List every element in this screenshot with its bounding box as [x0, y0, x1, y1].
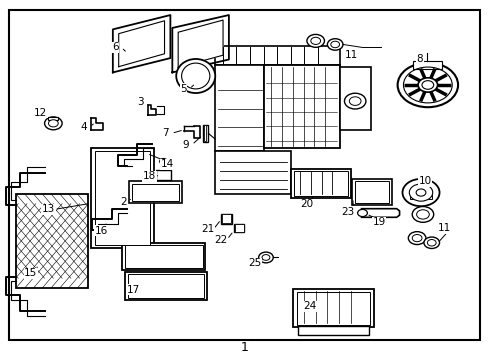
Text: 6: 6 [112, 42, 119, 52]
Ellipse shape [176, 59, 215, 93]
Text: 18: 18 [142, 171, 156, 181]
Text: 19: 19 [372, 217, 385, 227]
Text: 23: 23 [341, 207, 354, 217]
Bar [128, 274, 203, 298]
Bar [124, 245, 202, 267]
Bar [234, 225, 243, 231]
Text: 13: 13 [42, 204, 55, 215]
Bar [16, 194, 88, 288]
Circle shape [327, 39, 342, 50]
Text: 16: 16 [95, 226, 108, 236]
Bar [203, 126, 206, 141]
Circle shape [411, 207, 433, 222]
Text: 5: 5 [180, 84, 186, 94]
Bar [48, 117, 58, 120]
Circle shape [306, 35, 324, 47]
Bar [351, 179, 391, 205]
Bar [221, 214, 231, 224]
Text: 21: 21 [201, 225, 214, 234]
Circle shape [330, 41, 339, 48]
Text: 3: 3 [137, 97, 143, 107]
Bar [132, 184, 179, 201]
Bar [215, 151, 290, 194]
Text: 2: 2 [120, 197, 126, 207]
Polygon shape [119, 21, 164, 67]
Bar [202, 125, 208, 142]
Circle shape [411, 234, 421, 242]
Circle shape [417, 78, 437, 92]
Text: 11: 11 [437, 223, 450, 233]
Bar [129, 181, 182, 203]
Circle shape [402, 179, 439, 206]
Text: 22: 22 [214, 234, 227, 244]
Bar [215, 45, 339, 65]
Ellipse shape [181, 63, 209, 89]
Circle shape [408, 184, 432, 201]
Text: 8: 8 [416, 54, 423, 64]
Text: 10: 10 [418, 176, 430, 186]
Bar [91, 148, 154, 248]
Circle shape [344, 93, 365, 109]
Text: 12: 12 [34, 108, 47, 118]
Bar [125, 272, 206, 300]
Circle shape [258, 252, 273, 263]
Bar [122, 243, 205, 270]
Text: 20: 20 [299, 199, 312, 210]
Circle shape [427, 239, 435, 246]
Bar [215, 65, 264, 151]
Bar [264, 65, 339, 148]
Text: 14: 14 [161, 159, 174, 169]
Bar [156, 170, 171, 180]
Circle shape [159, 158, 167, 164]
Bar [298, 326, 368, 335]
Text: 9: 9 [183, 140, 189, 150]
Circle shape [421, 81, 433, 89]
Bar [297, 292, 369, 324]
Bar [293, 289, 373, 327]
Bar [291, 169, 350, 198]
Circle shape [416, 210, 428, 219]
Bar [412, 61, 441, 69]
Text: 7: 7 [162, 129, 168, 138]
Circle shape [310, 37, 320, 44]
Text: 1: 1 [240, 341, 248, 354]
Bar [354, 181, 388, 203]
Circle shape [262, 255, 269, 260]
Circle shape [415, 189, 425, 196]
Text: 4: 4 [80, 122, 87, 132]
Circle shape [423, 237, 439, 248]
Circle shape [348, 97, 360, 105]
Bar [233, 224, 244, 232]
Text: 25: 25 [248, 258, 261, 268]
Polygon shape [172, 15, 228, 72]
Circle shape [397, 63, 457, 107]
Bar [409, 194, 431, 199]
Text: 11: 11 [345, 50, 358, 60]
Bar [95, 150, 150, 245]
Text: 15: 15 [24, 268, 38, 278]
Circle shape [48, 120, 58, 127]
Polygon shape [178, 20, 223, 67]
Circle shape [44, 117, 62, 130]
Text: 24: 24 [303, 301, 316, 311]
Circle shape [407, 231, 425, 244]
Bar [222, 215, 230, 223]
Bar [294, 171, 347, 196]
Polygon shape [113, 15, 170, 72]
Bar [339, 67, 370, 130]
Text: 17: 17 [126, 285, 140, 295]
Circle shape [357, 210, 366, 217]
